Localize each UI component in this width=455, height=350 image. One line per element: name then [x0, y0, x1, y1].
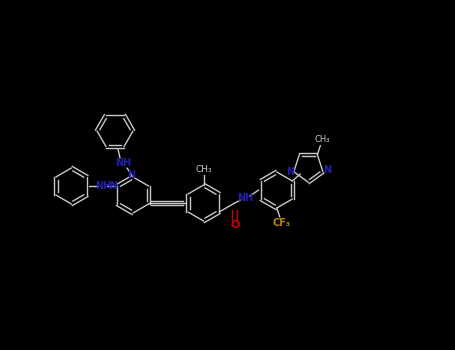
Text: N: N	[323, 165, 331, 175]
Text: NH: NH	[237, 193, 253, 203]
Text: CF₃: CF₃	[273, 218, 291, 228]
Text: N: N	[127, 170, 135, 180]
Text: CH₃: CH₃	[314, 135, 330, 144]
Text: N: N	[109, 181, 117, 191]
Text: N: N	[286, 167, 294, 177]
Text: NH: NH	[95, 181, 111, 191]
Text: CH₃: CH₃	[195, 166, 212, 175]
Text: O: O	[230, 219, 240, 230]
Text: NH: NH	[115, 158, 131, 168]
